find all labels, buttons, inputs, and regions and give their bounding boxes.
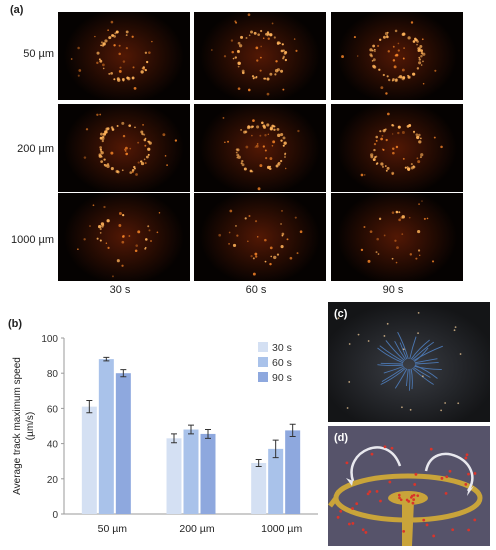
col-label-90s: 90 s bbox=[382, 284, 404, 296]
legend-label: 30 s bbox=[272, 342, 292, 354]
bar-60s-2 bbox=[268, 448, 284, 514]
panel-label-a: (a) bbox=[10, 4, 24, 16]
bar-90s-1 bbox=[200, 433, 216, 514]
y-tick-label: 60 bbox=[47, 404, 59, 415]
col-label-60s: 60 s bbox=[245, 284, 267, 296]
speed-bar-chart: 0 20 40 60 80 100 Average track maximum speed(… bbox=[12, 334, 318, 535]
legend-swatch bbox=[258, 342, 268, 352]
micrograph-1000um-30s bbox=[58, 193, 190, 281]
bar-30s-0 bbox=[81, 406, 97, 514]
bar-30s-2 bbox=[251, 462, 267, 514]
y-tick-label: 0 bbox=[52, 510, 58, 521]
y-tick-label: 40 bbox=[47, 440, 59, 451]
y-axis-label: Average track maximum speed bbox=[12, 357, 23, 495]
micrograph-200um-30s bbox=[58, 104, 190, 192]
legend-label: 60 s bbox=[272, 357, 292, 369]
row-label-1000um: 1000 µm bbox=[10, 234, 54, 246]
bar-30s-1 bbox=[166, 438, 182, 514]
error-bar bbox=[103, 356, 110, 362]
error-bar bbox=[171, 433, 177, 444]
error-bar bbox=[255, 458, 262, 467]
micrograph-1000um-60s bbox=[194, 193, 326, 281]
legend-swatch bbox=[258, 357, 268, 367]
error-bar bbox=[205, 429, 211, 439]
electrode-schematic: (d) bbox=[328, 426, 490, 546]
bar-60s-1 bbox=[183, 429, 199, 514]
y-tick-label: 20 bbox=[47, 475, 59, 486]
col-label-30s: 30 s bbox=[109, 284, 131, 296]
micrograph-200um-60s bbox=[194, 104, 326, 192]
x-tick-label: 200 µm bbox=[179, 523, 214, 535]
panel-label-c: (c) bbox=[334, 308, 348, 320]
micrograph-50um-30s bbox=[58, 12, 190, 100]
bar-90s-0 bbox=[115, 373, 131, 514]
x-tick-label: 50 µm bbox=[98, 523, 128, 535]
error-bar bbox=[289, 423, 296, 438]
micrograph-50um-60s bbox=[194, 12, 326, 100]
legend-label: 90 s bbox=[272, 372, 292, 384]
micrograph-50um-90s bbox=[331, 12, 463, 100]
y-axis-label: (µm/s) bbox=[25, 412, 36, 441]
legend-swatch bbox=[258, 372, 268, 382]
y-tick-label: 100 bbox=[41, 334, 58, 345]
error-bar bbox=[272, 439, 279, 459]
bar-60s-0 bbox=[98, 359, 114, 514]
row-label-50um: 50 µm bbox=[23, 48, 54, 60]
x-tick-label: 1000 µm bbox=[261, 523, 302, 535]
micrograph-1000um-90s bbox=[331, 193, 463, 281]
bar-90s-2 bbox=[285, 430, 301, 514]
error-bar bbox=[120, 369, 127, 378]
panel-label-d: (d) bbox=[334, 432, 349, 444]
error-bar bbox=[86, 399, 93, 414]
y-tick-label: 80 bbox=[47, 369, 59, 380]
streamline-image: (c) bbox=[328, 302, 490, 422]
micrograph-200um-90s bbox=[331, 104, 463, 192]
row-label-200um: 200 µm bbox=[17, 143, 54, 155]
error-bar bbox=[188, 424, 194, 435]
panel-label-b: (b) bbox=[8, 318, 23, 330]
